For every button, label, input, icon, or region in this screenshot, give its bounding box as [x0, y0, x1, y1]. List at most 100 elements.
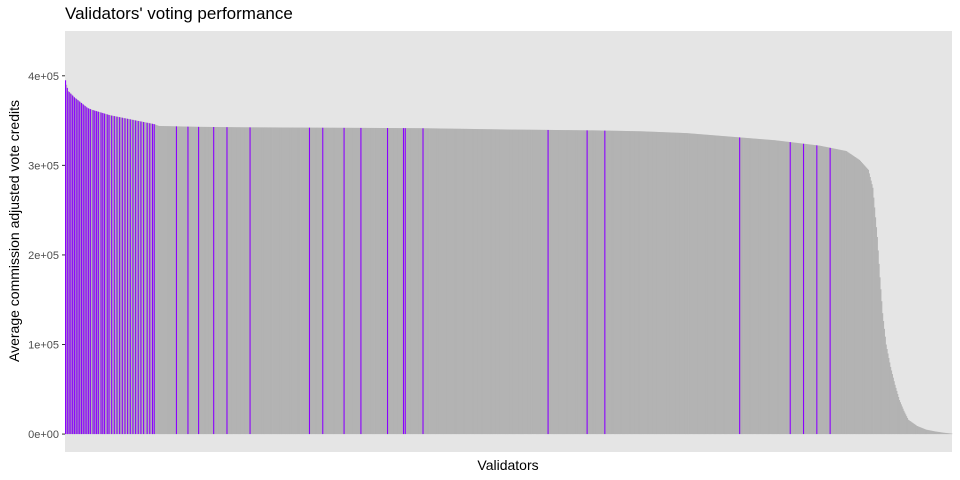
- bar: [924, 429, 926, 435]
- bar: [892, 377, 894, 435]
- bar: [533, 129, 535, 435]
- bar: [783, 141, 785, 435]
- bar: [190, 126, 193, 435]
- bar-highlighted: [119, 117, 121, 435]
- bar: [155, 124, 157, 435]
- bar: [96, 111, 99, 435]
- bar: [388, 128, 391, 435]
- bar: [109, 115, 111, 435]
- bar: [899, 402, 901, 435]
- bar: [625, 131, 627, 435]
- y-tick-label: 1e+05: [28, 340, 59, 352]
- bar: [182, 126, 185, 435]
- bar: [151, 123, 153, 435]
- bar: [523, 129, 525, 435]
- bar: [130, 119, 132, 435]
- bar: [909, 421, 911, 435]
- bar-highlighted: [153, 124, 155, 435]
- bar: [845, 151, 847, 435]
- bar: [658, 132, 660, 435]
- bar: [943, 432, 945, 435]
- bar-highlighted: [106, 114, 108, 435]
- bar: [349, 127, 352, 435]
- bar: [374, 127, 376, 435]
- bar: [472, 128, 474, 435]
- bar: [292, 127, 295, 435]
- bar-highlighted: [73, 97, 75, 435]
- bar: [254, 127, 257, 435]
- bar: [810, 144, 812, 435]
- bar: [898, 400, 901, 435]
- bar: [198, 126, 201, 435]
- bar: [409, 128, 411, 435]
- bar: [877, 250, 879, 435]
- bar: [394, 128, 397, 435]
- bar: [300, 127, 303, 435]
- bar: [225, 127, 227, 435]
- bar: [336, 127, 338, 435]
- bar: [74, 98, 77, 435]
- bar: [296, 127, 298, 435]
- bar-highlighted: [66, 87, 68, 435]
- bar: [133, 120, 135, 435]
- bar: [681, 132, 683, 435]
- bar: [729, 136, 731, 435]
- bar: [930, 430, 932, 435]
- bar: [884, 336, 886, 435]
- bar: [165, 126, 167, 435]
- bar: [303, 127, 305, 435]
- bar: [882, 321, 885, 435]
- bar: [863, 164, 865, 435]
- bar: [313, 127, 315, 435]
- bar: [300, 127, 302, 435]
- bar: [280, 127, 282, 435]
- bar: [745, 137, 747, 435]
- bar: [90, 109, 93, 435]
- bar: [555, 130, 557, 435]
- bar: [242, 127, 244, 435]
- bar-highlighted: [86, 107, 88, 435]
- bar: [514, 129, 516, 435]
- bar: [284, 127, 287, 435]
- bar: [298, 127, 300, 435]
- bar: [806, 144, 808, 435]
- bar: [306, 127, 308, 435]
- bar: [136, 120, 139, 435]
- bar: [308, 127, 310, 435]
- bar: [470, 128, 472, 435]
- bar: [615, 130, 618, 435]
- bar: [550, 129, 552, 435]
- bar: [912, 423, 915, 435]
- bar: [351, 127, 353, 435]
- y-tick-label: 0e+00: [28, 429, 59, 441]
- bar: [949, 433, 951, 435]
- bar: [569, 130, 571, 435]
- bar: [498, 129, 501, 435]
- bar: [431, 128, 433, 435]
- bar: [326, 127, 328, 435]
- bar: [405, 128, 407, 435]
- bar: [234, 127, 236, 435]
- bar: [821, 146, 823, 435]
- bar: [648, 131, 650, 435]
- bar: [189, 126, 191, 435]
- bar-highlighted: [132, 119, 134, 435]
- bar: [535, 129, 537, 435]
- bar-highlighted: [124, 118, 126, 435]
- bar: [273, 127, 275, 435]
- bar: [276, 127, 279, 435]
- bar: [414, 128, 416, 435]
- bar-highlighted: [92, 110, 94, 435]
- bar: [750, 138, 752, 435]
- bar: [846, 151, 848, 435]
- bar: [915, 425, 917, 435]
- bar: [236, 127, 238, 435]
- bar: [430, 128, 432, 435]
- bar: [517, 129, 519, 435]
- bar: [274, 127, 276, 435]
- bar: [444, 128, 446, 435]
- bar: [425, 128, 427, 435]
- bar: [873, 197, 875, 435]
- bar: [700, 134, 702, 435]
- bar: [598, 130, 601, 435]
